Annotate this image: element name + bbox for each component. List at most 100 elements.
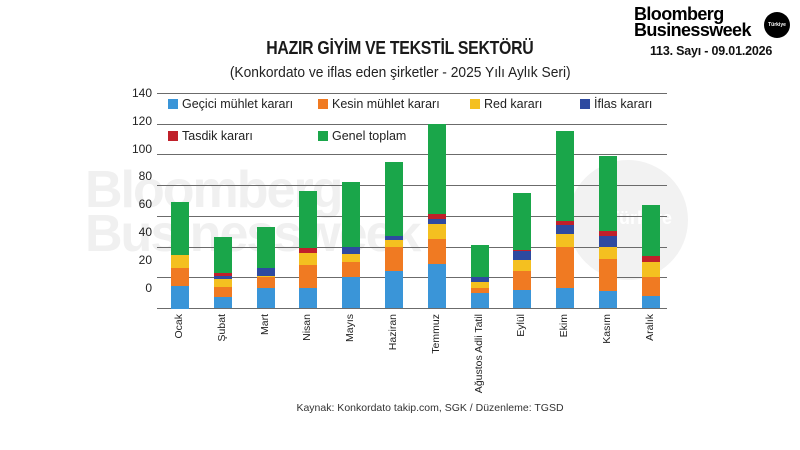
bar-segment [428,223,446,239]
bar-segment [428,219,446,224]
bar-segment [299,265,317,289]
bar-segment [599,258,617,292]
bar-segment [471,288,489,293]
legend-item: Tasdik kararı [168,129,253,143]
bar-segment [556,220,574,226]
bar-segment [299,191,317,249]
bar-segment [257,268,275,276]
gridline [157,124,667,125]
x-tick-label: Ekim [558,314,570,338]
bar-segment [171,255,189,268]
bar-segment [214,278,232,287]
bar-8 [513,192,531,308]
legend-swatch-icon [318,131,328,141]
bar-segment [642,295,660,308]
bar-segment [214,286,232,298]
bar-segment [556,288,574,308]
y-tick-label: 0 [145,281,152,295]
bar-segment [428,123,446,215]
bar-segment [556,225,574,235]
bar-0 [171,201,189,309]
bar-segment [214,272,232,276]
issue-date: 113. Sayı - 09.01.2026 [650,44,773,58]
gridline [157,154,667,155]
legend-item: İflas kararı [580,97,652,111]
bar-segment [257,275,275,278]
gridline [157,185,667,186]
legend-label: İflas kararı [594,97,653,111]
bar-7 [471,245,489,308]
bar-segment [642,205,660,256]
y-tick-label: 140 [131,86,152,100]
bar-segment [599,291,617,308]
x-tick-label: Temmuz [430,314,442,354]
bar-segment [471,245,489,278]
gridline [157,308,667,309]
bar-segment [385,240,403,247]
bar-segment [471,277,489,282]
bar-segment [428,238,446,264]
legend-label: Red kararı [484,97,543,111]
bar-10 [599,155,617,308]
bar-segment [642,277,660,296]
bar-segment [342,254,360,262]
bar-segment [299,252,317,266]
x-tick-label: Aralık [644,314,656,341]
bar-segment [556,246,574,289]
bar-segment [556,234,574,247]
legend-swatch-icon [580,99,590,109]
legend-item: Geçici mühlet kararı [168,97,293,111]
bar-segment [642,261,660,278]
bar-segment [299,248,317,253]
watermark-text: Bloomberg Businessweek [85,164,421,260]
bar-segment [428,263,446,308]
bar-segment [471,292,489,308]
x-tick-label: Nisan [301,314,313,341]
bar-segment [513,289,531,308]
chart-subtitle-text: (Konkordato ve iflas eden şirketler - 20… [229,64,571,81]
bar-segment [342,182,360,247]
y-tick-label: 60 [138,197,152,211]
bar-5 [385,162,403,308]
y-tick-label: 100 [131,142,152,156]
legend-item: Red kararı [470,97,542,111]
bar-segment [257,227,275,269]
bar-segment [171,201,189,256]
bar-3 [299,191,317,308]
legend-swatch-icon [168,131,178,141]
bar-1 [214,237,232,308]
gridline [157,216,667,217]
bar-6 [428,123,446,308]
bar-11 [642,205,660,308]
bar-segment [599,235,617,247]
bar-segment [257,288,275,308]
bar-segment [385,235,403,241]
bar-9 [556,131,574,308]
gridline [157,277,667,278]
brand-logo: Bloomberg Businessweek Türkiye [634,5,790,40]
legend-label: Genel toplam [332,129,407,143]
bar-segment [214,275,232,279]
brand-badge: Türkiye [764,12,790,38]
gridline [157,93,667,94]
bar-segment [642,255,660,262]
legend-swatch-icon [470,99,480,109]
chart-title-text: HAZIR GİYİM VE TEKSTİL SEKTÖRÜ [266,38,534,58]
bar-segment [171,285,189,309]
bar-segment [342,246,360,255]
bar-segment [342,277,360,308]
bar-segment [599,155,617,232]
chart-title: HAZIR GİYİM VE TEKSTİL SEKTÖRÜ [0,38,800,59]
bar-segment [342,261,360,278]
bar-segment [214,237,232,273]
bar-2 [257,227,275,308]
bar-segment [513,251,531,261]
bar-segment [513,271,531,290]
legend-item: Genel toplam [318,129,406,143]
brand-line-2: Businessweek [634,20,751,40]
y-tick-label: 120 [131,114,152,128]
bar-segment [599,246,617,259]
bar-segment [257,277,275,289]
bar-segment [513,249,531,252]
